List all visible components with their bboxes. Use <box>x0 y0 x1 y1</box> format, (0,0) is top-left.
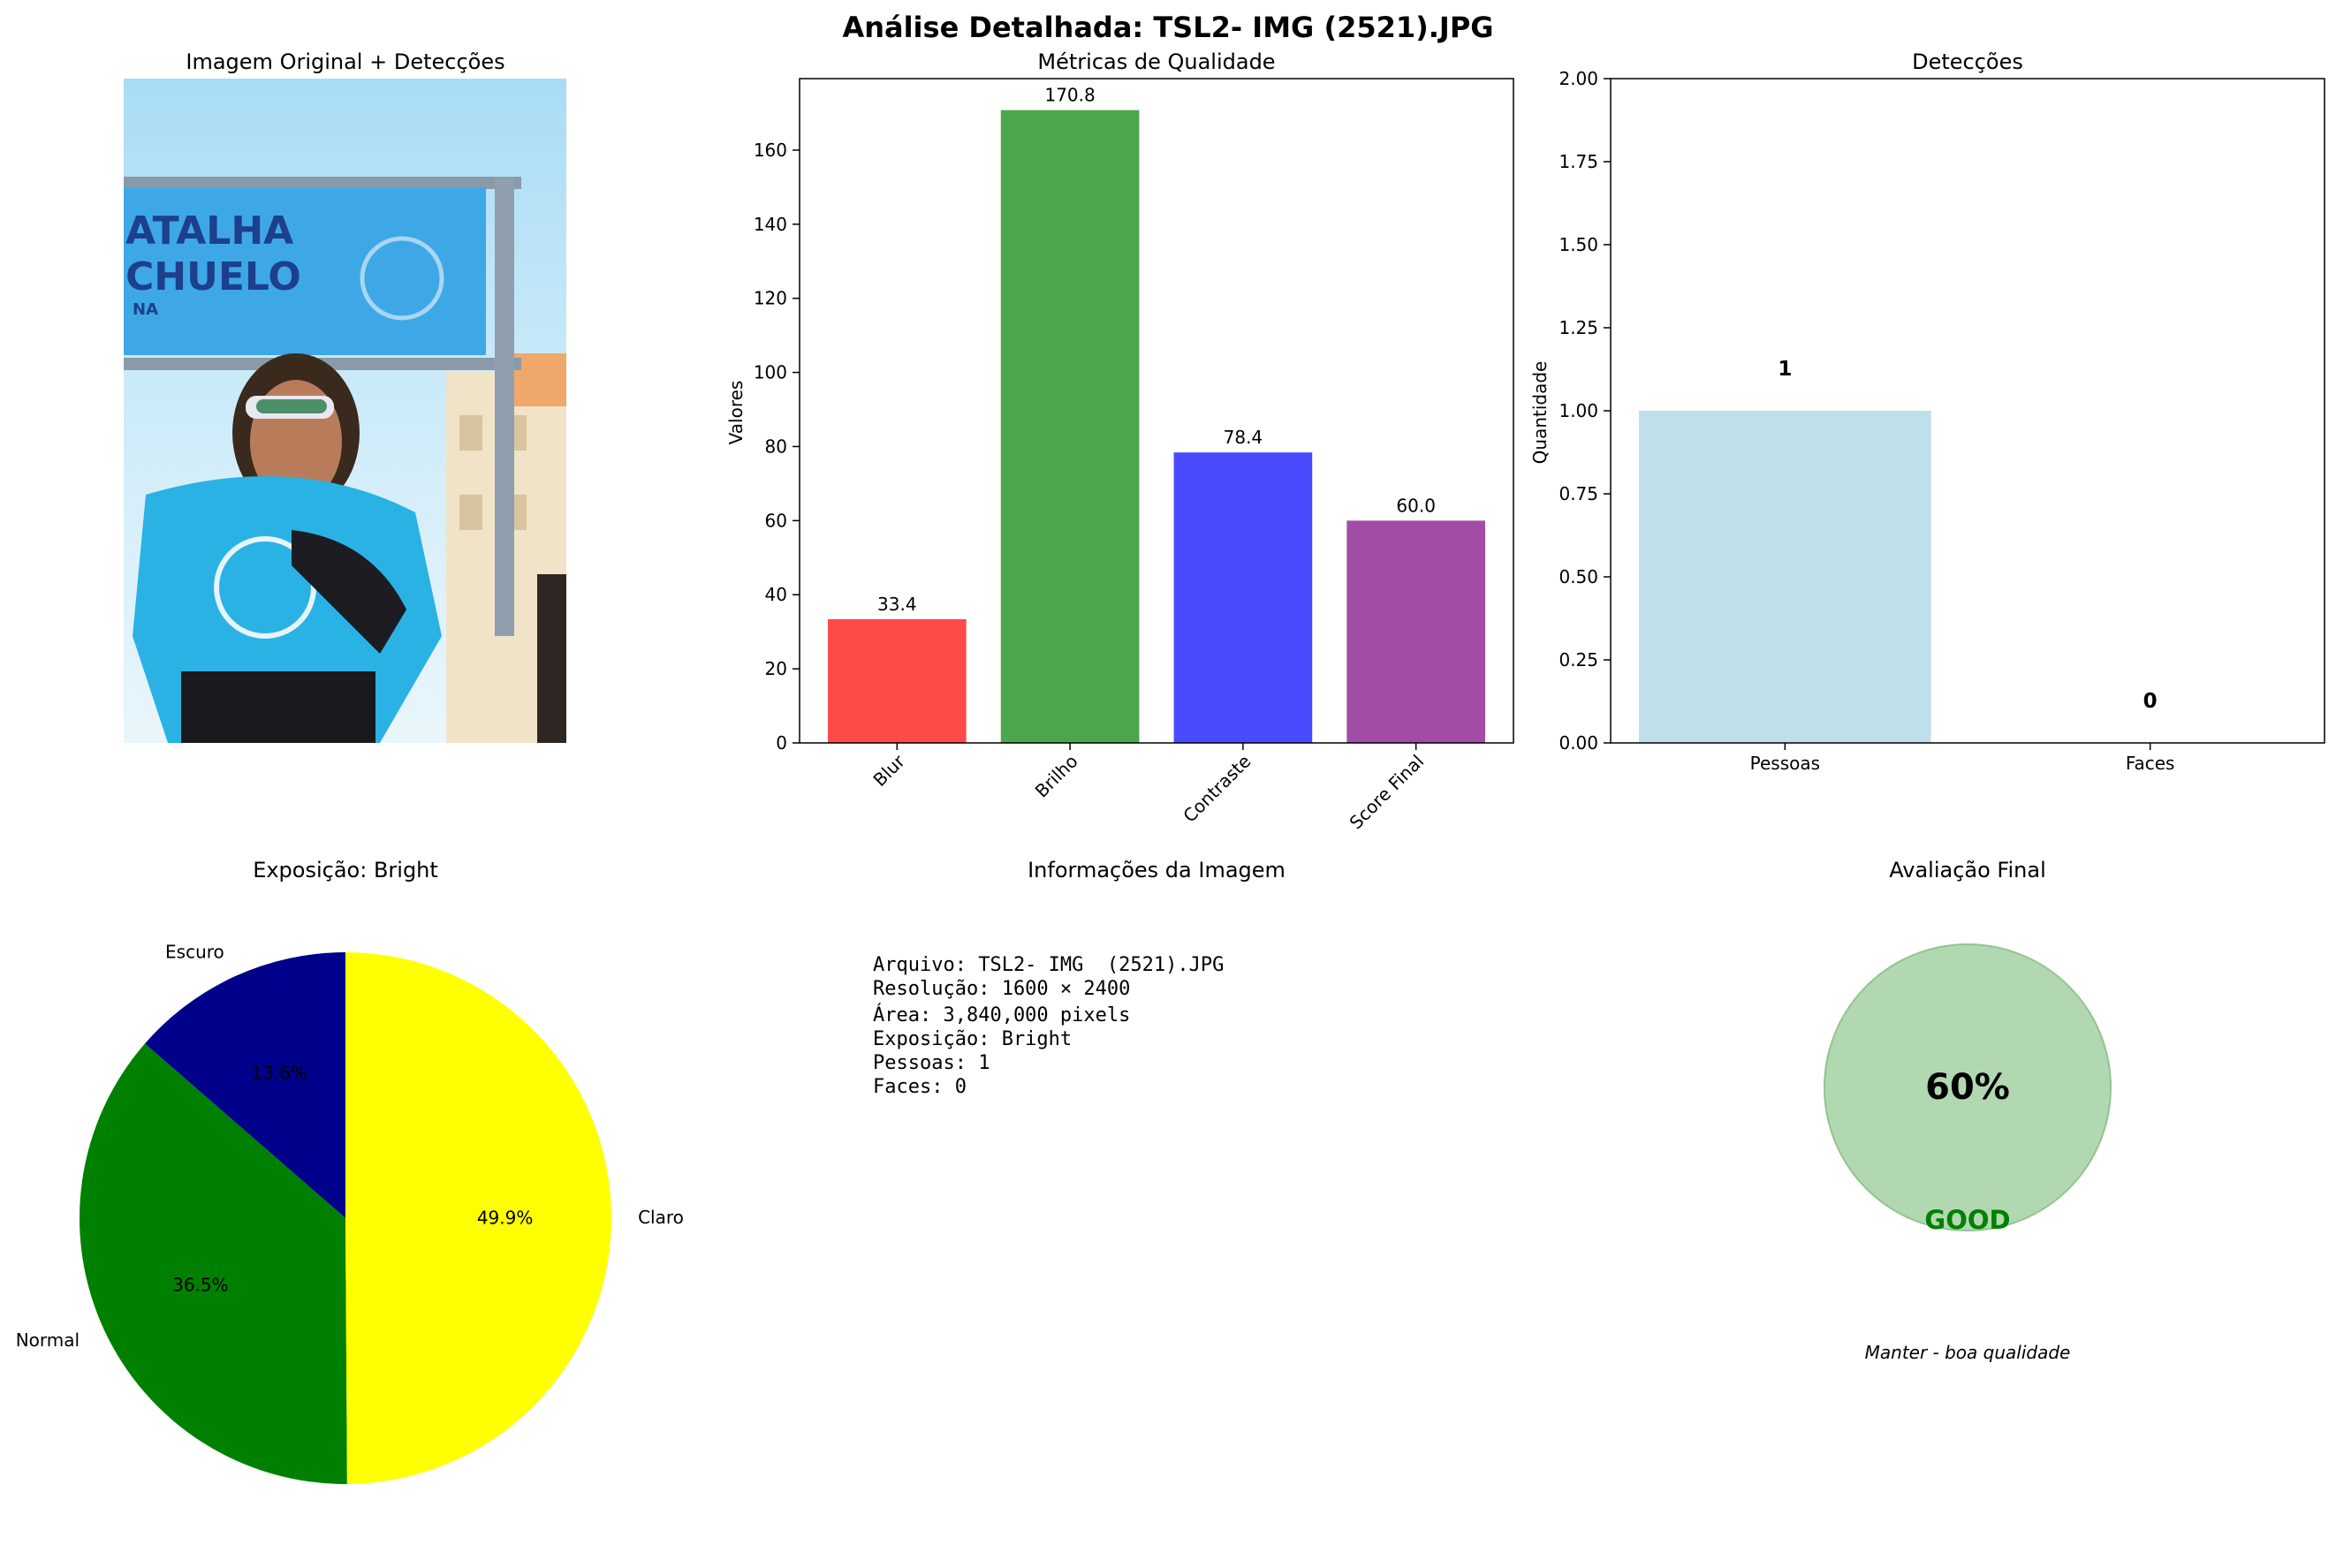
metrics-x-tick-label: Brilho <box>1031 751 1082 802</box>
banner-text-2: CHUELO <box>125 254 301 299</box>
detections-y-tick-label: 0.75 <box>1559 483 1598 504</box>
figure-title: Análise Detalhada: TSL2- IMG (2521).JPG <box>842 11 1493 44</box>
final-score-text: 60% <box>1925 1067 2010 1108</box>
photo-panel: Imagem Original + Detecções ATALH <box>124 49 566 743</box>
metrics-x-tick-label: Score Final <box>1346 751 1429 834</box>
detections-chart: Detecções Quantidade 0.00 0.25 0.50 0.75 1.0… <box>1529 49 2325 774</box>
metrics-value-label: 60.0 <box>1396 495 1436 516</box>
info-panel-title: Informações da Imagem <box>1028 858 1286 882</box>
info-panel: Informações da Imagem Arquivo: TSL2- IMG… <box>873 858 1286 1098</box>
detections-y-tick-label: 1.00 <box>1559 400 1598 421</box>
detections-y-tick-label: 0.50 <box>1559 566 1598 587</box>
pie-label: Claro <box>638 1207 684 1228</box>
metrics-value-label: 170.8 <box>1044 85 1095 106</box>
info-line-people: Pessoas: 1 <box>873 1052 990 1074</box>
race-photo: ATALHA CHUELO NA <box>124 79 566 743</box>
photo-panel-title: Imagem Original + Detecções <box>186 49 504 74</box>
detections-y-tick-label: 0.00 <box>1559 732 1598 754</box>
banner-text-3: NA <box>133 300 158 319</box>
detections-y-tick-label: 1.75 <box>1559 151 1598 172</box>
info-line-resolution: Resolução: 1600 × 2400 <box>873 978 1130 1000</box>
metrics-bar-score-final <box>1346 520 1485 743</box>
detections-value-label: 1 <box>1778 358 1792 381</box>
pie-label: Normal <box>16 1329 80 1351</box>
metrics-chart: Métricas de Qualidade Valores 0 20 40 60 80 1… <box>725 49 1514 834</box>
pie-slice-normal <box>80 1043 347 1484</box>
pie-percent-label: 49.9% <box>477 1207 534 1228</box>
pie-percent-label: 13.6% <box>251 1063 307 1084</box>
detections-y-tick-label: 1.25 <box>1559 317 1598 338</box>
metrics-x-tick-label: Contraste <box>1179 751 1255 827</box>
metrics-x-tick-label: Blur <box>868 750 909 791</box>
recommendation-text: Manter - boa qualidade <box>1865 1342 2071 1363</box>
metrics-chart-title: Métricas de Qualidade <box>1037 49 1275 74</box>
detections-y-tick-label: 1.50 <box>1559 234 1598 255</box>
detections-plot-frame <box>1610 78 2325 744</box>
metrics-bar-blur <box>828 618 967 743</box>
detections-y-tick-label: 2.00 <box>1559 68 1598 89</box>
info-line-exposure: Exposição: Bright <box>873 1028 1072 1050</box>
metrics-y-tick-label: 160 <box>754 140 787 161</box>
exposure-pie-title: Exposição: Bright <box>253 858 438 882</box>
detections-x-tick-label: Pessoas <box>1750 753 1820 774</box>
info-line-faces: Faces: 0 <box>873 1076 967 1098</box>
metrics-y-axis-label: Valores <box>725 381 747 445</box>
detections-chart-title: Detecções <box>1912 49 2023 74</box>
detections-bar-pessoas <box>1639 411 1931 743</box>
metrics-y-tick-label: 100 <box>754 362 787 383</box>
info-line-area: Área: 3,840,000 pixels <box>873 1004 1130 1026</box>
metrics-value-label: 78.4 <box>1224 427 1263 448</box>
score-gauge-circle <box>1824 943 2112 1231</box>
exposure-pie-chart: Exposição: Bright Escuro 13.6% Normal 36.5%… <box>16 858 684 1484</box>
pie-slice-escuro <box>144 952 345 1218</box>
metrics-y-tick-label: 140 <box>754 214 787 235</box>
metrics-y-tick-label: 120 <box>754 288 787 309</box>
metrics-y-tick-label: 20 <box>765 658 787 679</box>
metrics-plot-frame <box>799 78 1514 744</box>
detections-y-axis-label: Quantidade <box>1529 361 1551 465</box>
metrics-y-tick-label: 60 <box>765 510 787 531</box>
info-line-file: Arquivo: TSL2- IMG (2521).JPG <box>873 954 1224 976</box>
metrics-y-tick-label: 40 <box>765 584 787 605</box>
detections-x-tick-label: Faces <box>2126 753 2175 774</box>
pie-slice-claro <box>345 952 611 1484</box>
metrics-value-label: 33.4 <box>877 594 917 615</box>
metrics-bar-contraste <box>1173 452 1313 743</box>
final-evaluation-panel: Avaliação Final 60% GOOD Manter - boa qu… <box>1824 858 2112 1363</box>
metrics-y-tick-label: 0 <box>776 732 787 754</box>
banner-text-1: ATALHA <box>125 208 293 254</box>
final-panel-title: Avaliação Final <box>1889 858 2046 882</box>
pie-percent-label: 36.5% <box>172 1274 229 1295</box>
detections-value-label: 0 <box>2143 690 2158 713</box>
pie-label: Escuro <box>165 942 224 963</box>
metrics-bar-brilho <box>1000 110 1140 743</box>
detections-y-tick-label: 0.25 <box>1559 649 1598 670</box>
rating-label: GOOD <box>1924 1205 2010 1235</box>
metrics-y-tick-label: 80 <box>765 436 787 457</box>
